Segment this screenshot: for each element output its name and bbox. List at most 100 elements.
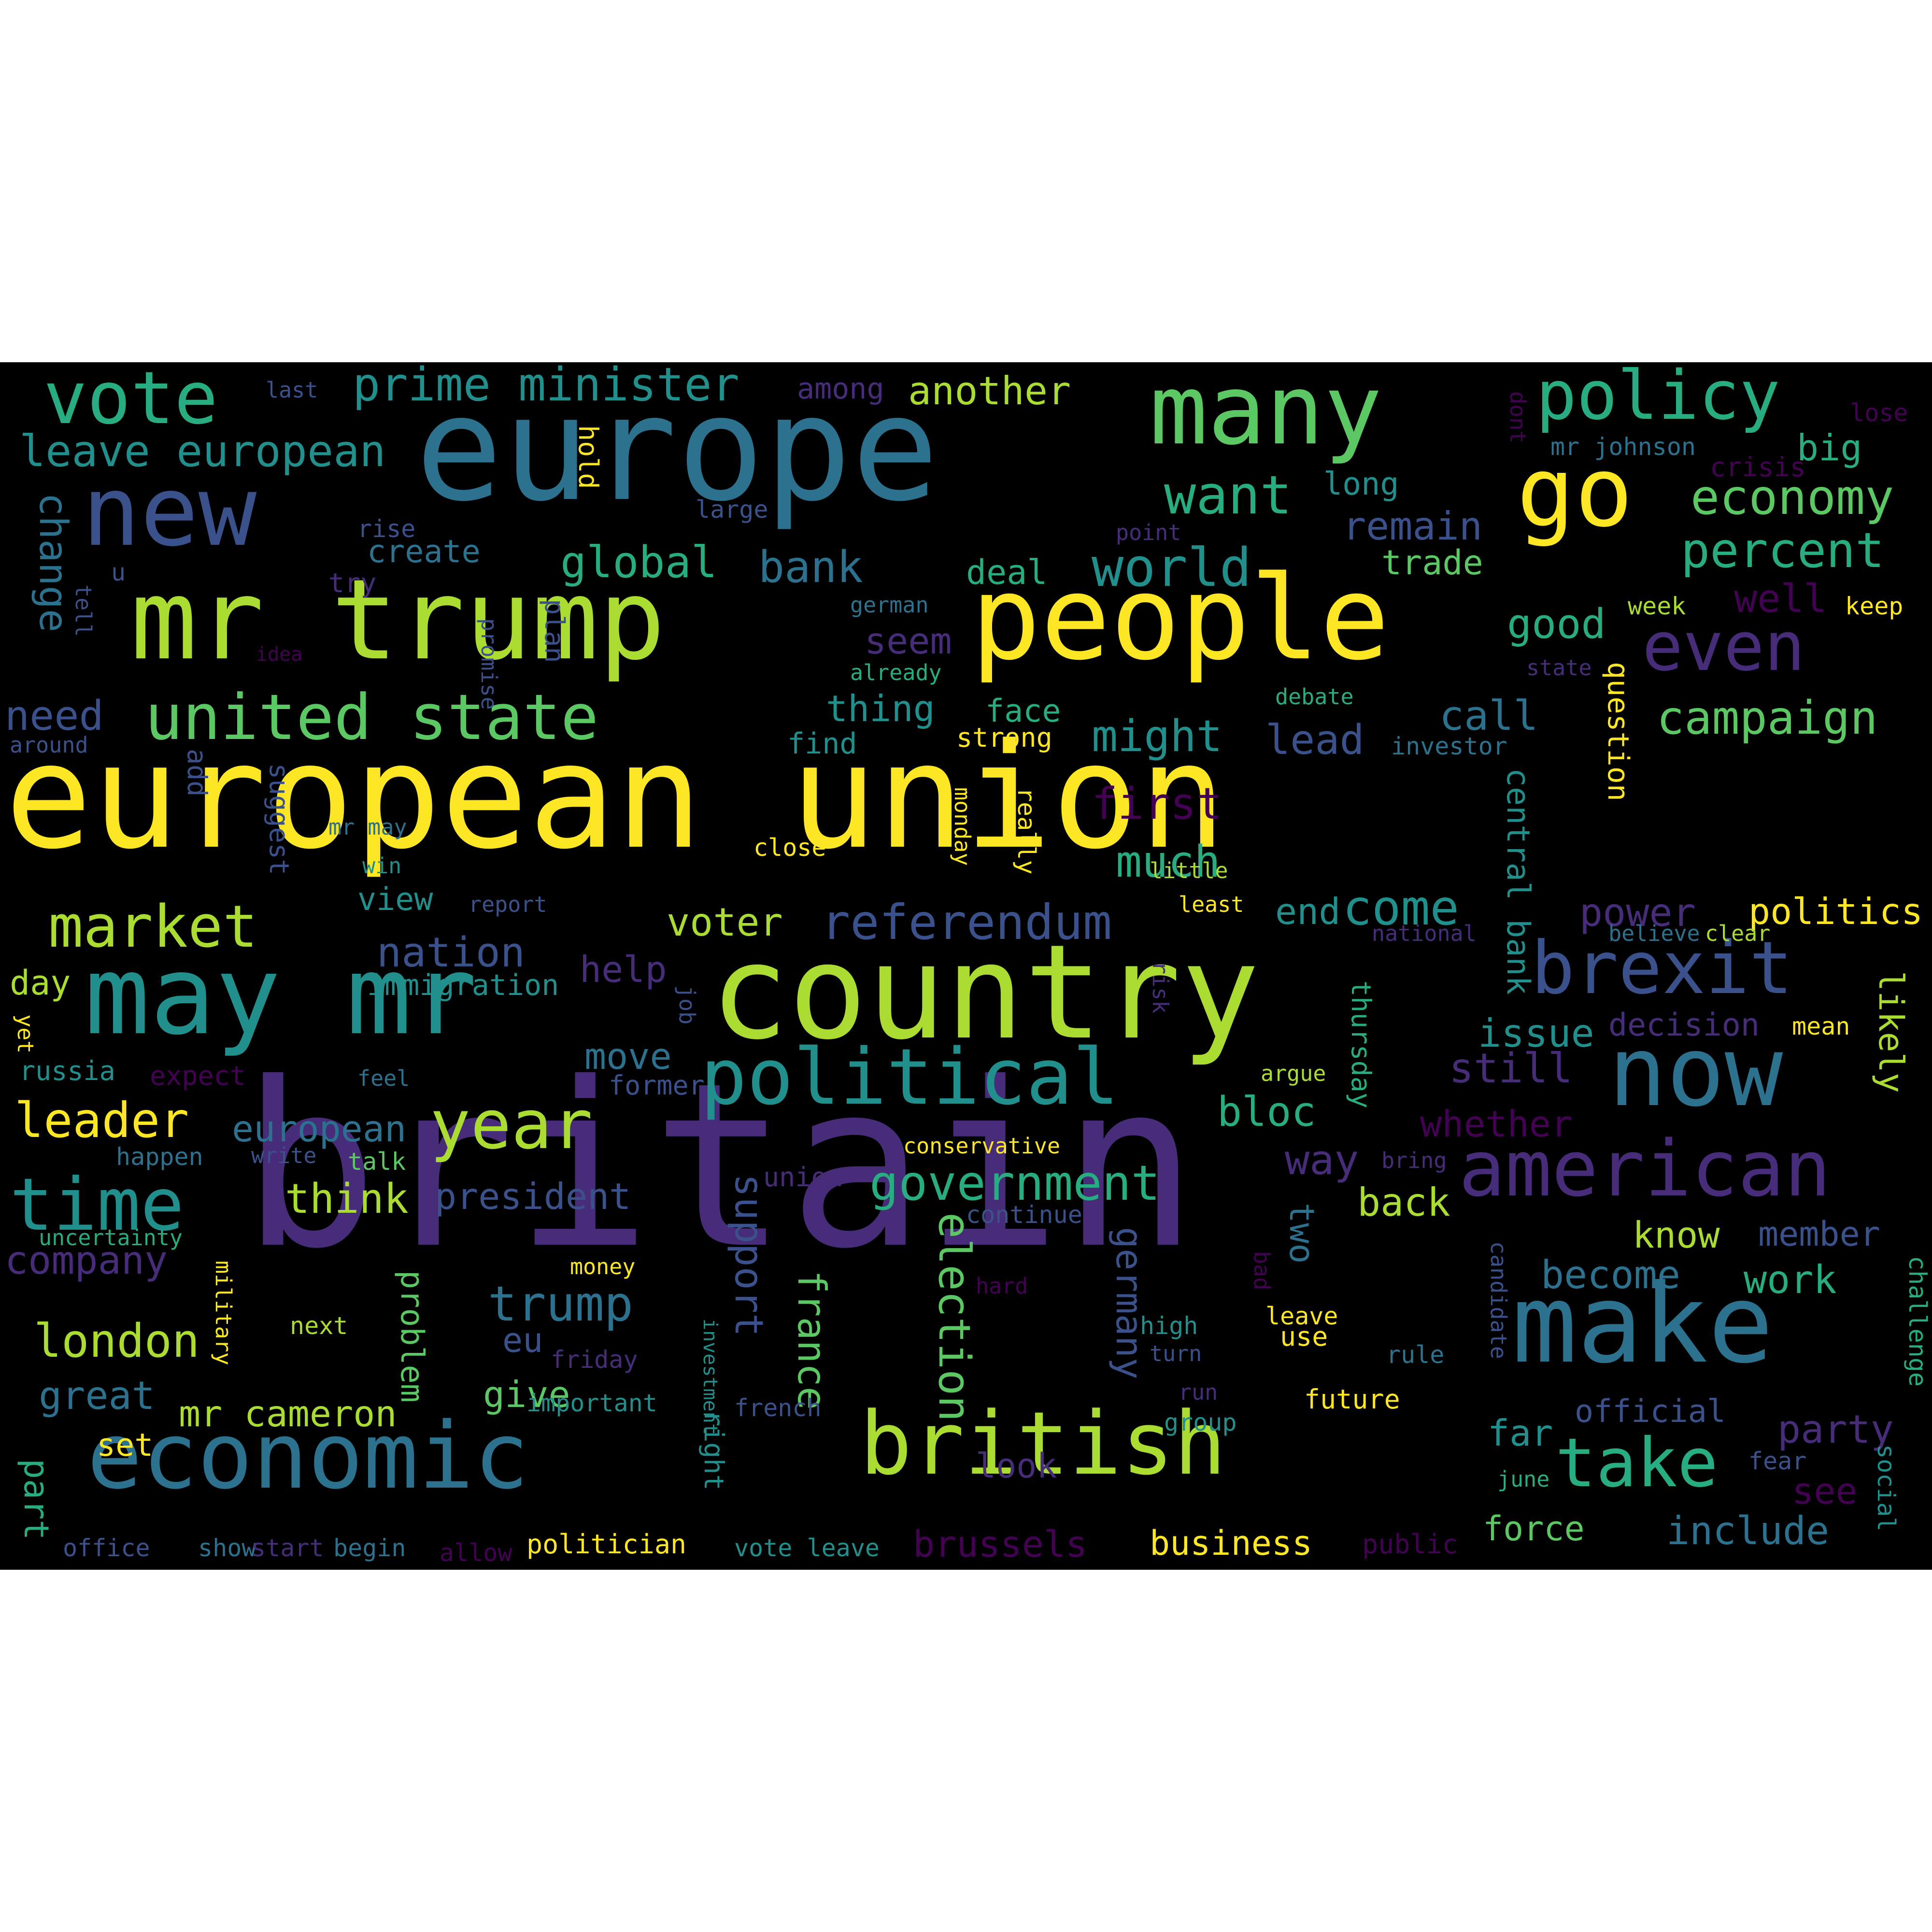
word: day — [10, 963, 71, 1003]
word: believe — [1608, 921, 1700, 946]
word: market — [48, 894, 258, 961]
word: hold — [573, 425, 604, 489]
word: report — [469, 892, 547, 917]
word: europe — [415, 365, 939, 533]
word: yet — [13, 1014, 38, 1054]
word: candidate — [1486, 1241, 1511, 1359]
word: party — [1777, 1407, 1894, 1452]
word: go — [1517, 436, 1633, 549]
word: britain — [242, 1034, 1198, 1298]
word: use — [1280, 1321, 1328, 1352]
word: force — [1483, 1509, 1585, 1548]
word: good — [1507, 600, 1606, 648]
word: help — [580, 948, 667, 991]
word: problem — [394, 1270, 430, 1403]
word: percent — [1681, 522, 1885, 579]
word: well — [1734, 576, 1827, 621]
word: brexit — [1531, 926, 1793, 1010]
word: national — [1372, 921, 1477, 946]
word: add — [182, 749, 213, 797]
word: friday — [551, 1346, 638, 1374]
word: suggest — [264, 763, 295, 875]
word: remain — [1343, 504, 1482, 549]
word: president — [435, 1175, 631, 1218]
word: investment — [699, 1319, 721, 1435]
word: company — [5, 1238, 168, 1283]
word: big — [1797, 426, 1862, 469]
word: bring — [1381, 1148, 1447, 1173]
word: official — [1575, 1393, 1726, 1430]
word: find — [787, 727, 857, 761]
word: immigration — [367, 968, 559, 1002]
word: include — [1666, 1508, 1830, 1553]
word: business — [1150, 1523, 1313, 1563]
word: rise — [357, 515, 416, 543]
word: tell — [71, 584, 96, 637]
word: year — [430, 1086, 593, 1165]
word: call — [1439, 692, 1538, 740]
word: lead — [1265, 716, 1364, 764]
word: begin — [333, 1534, 406, 1562]
word: leave european — [19, 426, 386, 477]
word: see — [1792, 1470, 1858, 1512]
word: next — [290, 1312, 348, 1340]
word: world — [1092, 537, 1252, 598]
word: group — [1164, 1408, 1237, 1436]
word: high — [1140, 1312, 1198, 1340]
word: russia — [19, 1055, 115, 1086]
word: thursday — [1346, 980, 1377, 1108]
word: member — [1758, 1214, 1880, 1254]
word: still — [1449, 1045, 1573, 1093]
word: european union — [5, 712, 1226, 881]
word: may mr — [85, 933, 477, 1059]
word: bad — [1249, 1251, 1275, 1291]
word: feel — [357, 1065, 410, 1091]
word: argue — [1261, 1061, 1326, 1086]
word: keep — [1845, 592, 1904, 620]
word: money — [570, 1254, 636, 1279]
word: european — [232, 1108, 407, 1150]
word: people — [971, 551, 1390, 686]
word: german — [850, 592, 929, 618]
word: global — [560, 537, 718, 588]
word: talk — [348, 1148, 406, 1176]
word: think — [285, 1175, 409, 1223]
word: social — [1872, 1444, 1900, 1532]
word: might — [1092, 711, 1222, 762]
word: mr may — [328, 814, 407, 840]
word: support — [726, 1174, 771, 1337]
word: conservative — [903, 1133, 1061, 1159]
word: leave — [1265, 1302, 1338, 1330]
word: strong — [956, 722, 1052, 753]
word: former — [609, 1070, 705, 1101]
word: office — [63, 1534, 150, 1562]
word: likely — [1871, 971, 1911, 1093]
word: policy — [1536, 362, 1780, 435]
word: debate — [1275, 684, 1354, 710]
word: plan — [539, 599, 570, 663]
word: country — [710, 916, 1260, 1068]
word: allow — [440, 1539, 512, 1567]
word: mr johnson — [1550, 433, 1696, 461]
word: french — [734, 1394, 822, 1422]
word: end — [1275, 890, 1341, 933]
word: show — [198, 1534, 256, 1562]
word: face — [985, 693, 1061, 729]
word: mr trump — [130, 556, 666, 685]
word: expect — [150, 1060, 246, 1091]
word: set — [97, 1427, 154, 1463]
word: prime minister — [353, 362, 739, 412]
word: least — [1179, 892, 1244, 917]
word: happen — [116, 1143, 203, 1171]
word: whether — [1420, 1103, 1573, 1145]
word: know — [1633, 1214, 1720, 1256]
word: work — [1744, 1257, 1837, 1302]
word: really — [1012, 787, 1040, 875]
word: week — [1628, 592, 1686, 620]
word: way — [1285, 1136, 1359, 1184]
word: politics — [1748, 890, 1923, 933]
word: mr cameron — [179, 1392, 397, 1435]
word: rule — [1386, 1341, 1445, 1369]
word: view — [357, 881, 433, 918]
word: trump — [488, 1276, 634, 1332]
